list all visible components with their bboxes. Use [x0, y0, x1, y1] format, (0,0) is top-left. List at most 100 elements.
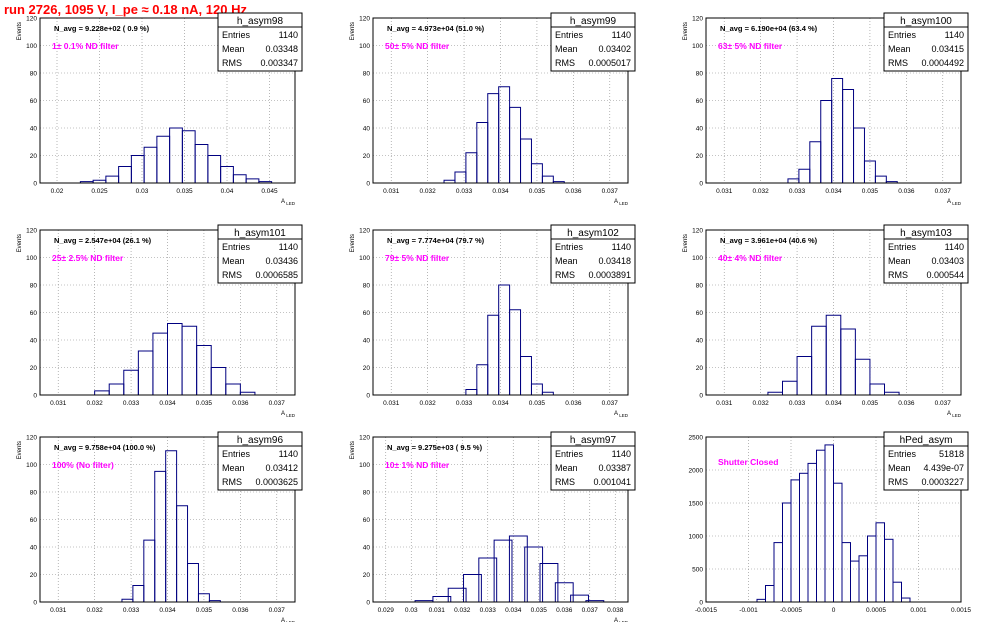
plot-frame: [372, 436, 629, 603]
stats-value: 1140: [612, 449, 631, 459]
x-axis-label: A LED: [947, 411, 962, 418]
histogram-bin: [123, 369, 139, 396]
y-tick-label: 20: [696, 365, 704, 372]
histogram-panel: 0 20 40 60 80 100 120 0.029 0.03 0.031 0.032 0.033 0…: [350, 431, 636, 622]
x-tick-label: 0.02: [51, 188, 64, 195]
histogram-bin: [143, 539, 156, 603]
histogram-bin: [187, 563, 199, 603]
y-tick-label: 100: [26, 255, 37, 262]
stats-title: h_asym100: [900, 16, 952, 27]
histogram-bin: [790, 479, 800, 603]
y-tick-label: 2000: [689, 468, 704, 475]
stats-key: RMS: [555, 270, 575, 280]
histogram-bin: [858, 555, 868, 603]
stats-key: Mean: [888, 256, 911, 266]
stats-box: [550, 431, 636, 491]
n-avg-annotation: N_avg = 9.228e+02 ( 0.9 %): [54, 24, 150, 33]
x-tick-label: 0.03: [136, 188, 149, 195]
y-tick-label: 100: [359, 462, 370, 469]
x-axis-label-subscript: LED: [285, 201, 296, 206]
y-tick-label: 120: [359, 16, 370, 23]
x-tick-label: 0.0015: [951, 607, 971, 614]
y-tick-label: 0: [699, 393, 703, 400]
x-axis-label: A LED: [947, 199, 962, 206]
y-tick-label: 20: [363, 153, 371, 160]
x-axis-label: A LED: [281, 199, 296, 206]
y-tick-label: 120: [26, 435, 37, 442]
histogram-panel: 0 20 40 60 80 100 120 0.031 0.032 0.033 0.034 0.035…: [350, 12, 636, 206]
x-axis-label: A LED: [281, 618, 296, 622]
x-tick-label: 0.032: [753, 400, 770, 407]
x-tick-label: 0.04: [221, 188, 234, 195]
stats-box: [883, 224, 969, 284]
stats-key: RMS: [555, 58, 575, 68]
filter-label: Shutter Closed: [718, 457, 778, 467]
stats-key: RMS: [222, 270, 242, 280]
stats-key: Mean: [888, 463, 911, 473]
y-tick-label: 0: [366, 393, 370, 400]
x-axis-label: A LED: [614, 618, 629, 622]
x-tick-label: 0.033: [456, 400, 473, 407]
y-tick-label: 60: [30, 310, 38, 317]
x-tick-label: 0.031: [716, 400, 733, 407]
x-tick-label: 0.031: [383, 400, 400, 407]
x-axis-label-subscript: LED: [951, 413, 962, 418]
y-tick-label: 100: [359, 43, 370, 50]
x-tick-label: 0.034: [492, 188, 509, 195]
histogram-bin: [194, 144, 209, 184]
plot-frame: [39, 436, 296, 603]
y-tick-label: 60: [363, 310, 371, 317]
filter-label: 40± 4% ND filter: [718, 253, 783, 263]
x-tick-label: 0.035: [529, 188, 546, 195]
histogram-bin: [824, 444, 834, 603]
stats-value: 0.0003227: [921, 477, 964, 487]
plot-frame: [39, 17, 296, 184]
x-tick-label: 0.031: [429, 607, 446, 614]
stats-value: 0.0003625: [255, 477, 298, 487]
n-avg-annotation: N_avg = 4.973e+04 (51.0 %): [387, 24, 485, 33]
y-tick-label: 60: [696, 98, 704, 105]
y-tick-label: 80: [363, 71, 371, 78]
stats-value: 4.439e-07: [923, 463, 964, 473]
x-tick-label: 0.001: [910, 607, 927, 614]
histogram-bin: [487, 93, 500, 184]
stats-value: 0.000544: [926, 270, 964, 280]
histogram-panel: 0 20 40 60 80 100 120 0.02 0.025 0.03 0.035 0.04 0.0…: [17, 12, 303, 206]
plot-frame: [372, 17, 629, 184]
x-tick-label: 0.025: [91, 188, 108, 195]
histogram-bin: [476, 364, 489, 396]
y-tick-label: 40: [363, 126, 371, 133]
y-tick-label: 20: [30, 572, 38, 579]
x-tick-label: 0.034: [825, 400, 842, 407]
y-tick-label: 80: [30, 490, 38, 497]
histogram-bin: [773, 542, 783, 603]
stats-box: [883, 431, 969, 491]
y-axis-label: Events: [683, 234, 689, 252]
x-tick-label: 0.035: [862, 400, 879, 407]
stats-key: Mean: [222, 256, 245, 266]
x-tick-label: 0.045: [261, 188, 278, 195]
histogram-bin: [498, 284, 511, 396]
x-axis-label-subscript: LED: [285, 413, 296, 418]
x-tick-label: 0.037: [935, 188, 952, 195]
histogram-bin: [143, 146, 158, 184]
histogram-bin: [94, 390, 110, 396]
stats-box: [883, 12, 969, 72]
filter-label: 79± 5% ND filter: [385, 253, 450, 263]
histogram-bin: [154, 470, 167, 603]
stats-key: Entries: [888, 242, 917, 252]
x-tick-label: 0.032: [753, 188, 770, 195]
y-tick-label: 60: [696, 310, 704, 317]
y-tick-label: 20: [363, 572, 371, 579]
y-tick-label: 40: [363, 545, 371, 552]
y-tick-label: 20: [696, 153, 704, 160]
histogram-bin: [245, 178, 260, 184]
stats-value: 0.03403: [931, 256, 964, 266]
y-tick-label: 120: [692, 228, 703, 235]
histogram-bin: [207, 155, 222, 184]
histogram-bin: [869, 383, 886, 396]
x-tick-label: 0.03: [405, 607, 418, 614]
x-tick-label: 0.034: [159, 400, 176, 407]
x-tick-label: 0.032: [420, 400, 437, 407]
histogram-bin: [105, 175, 120, 184]
